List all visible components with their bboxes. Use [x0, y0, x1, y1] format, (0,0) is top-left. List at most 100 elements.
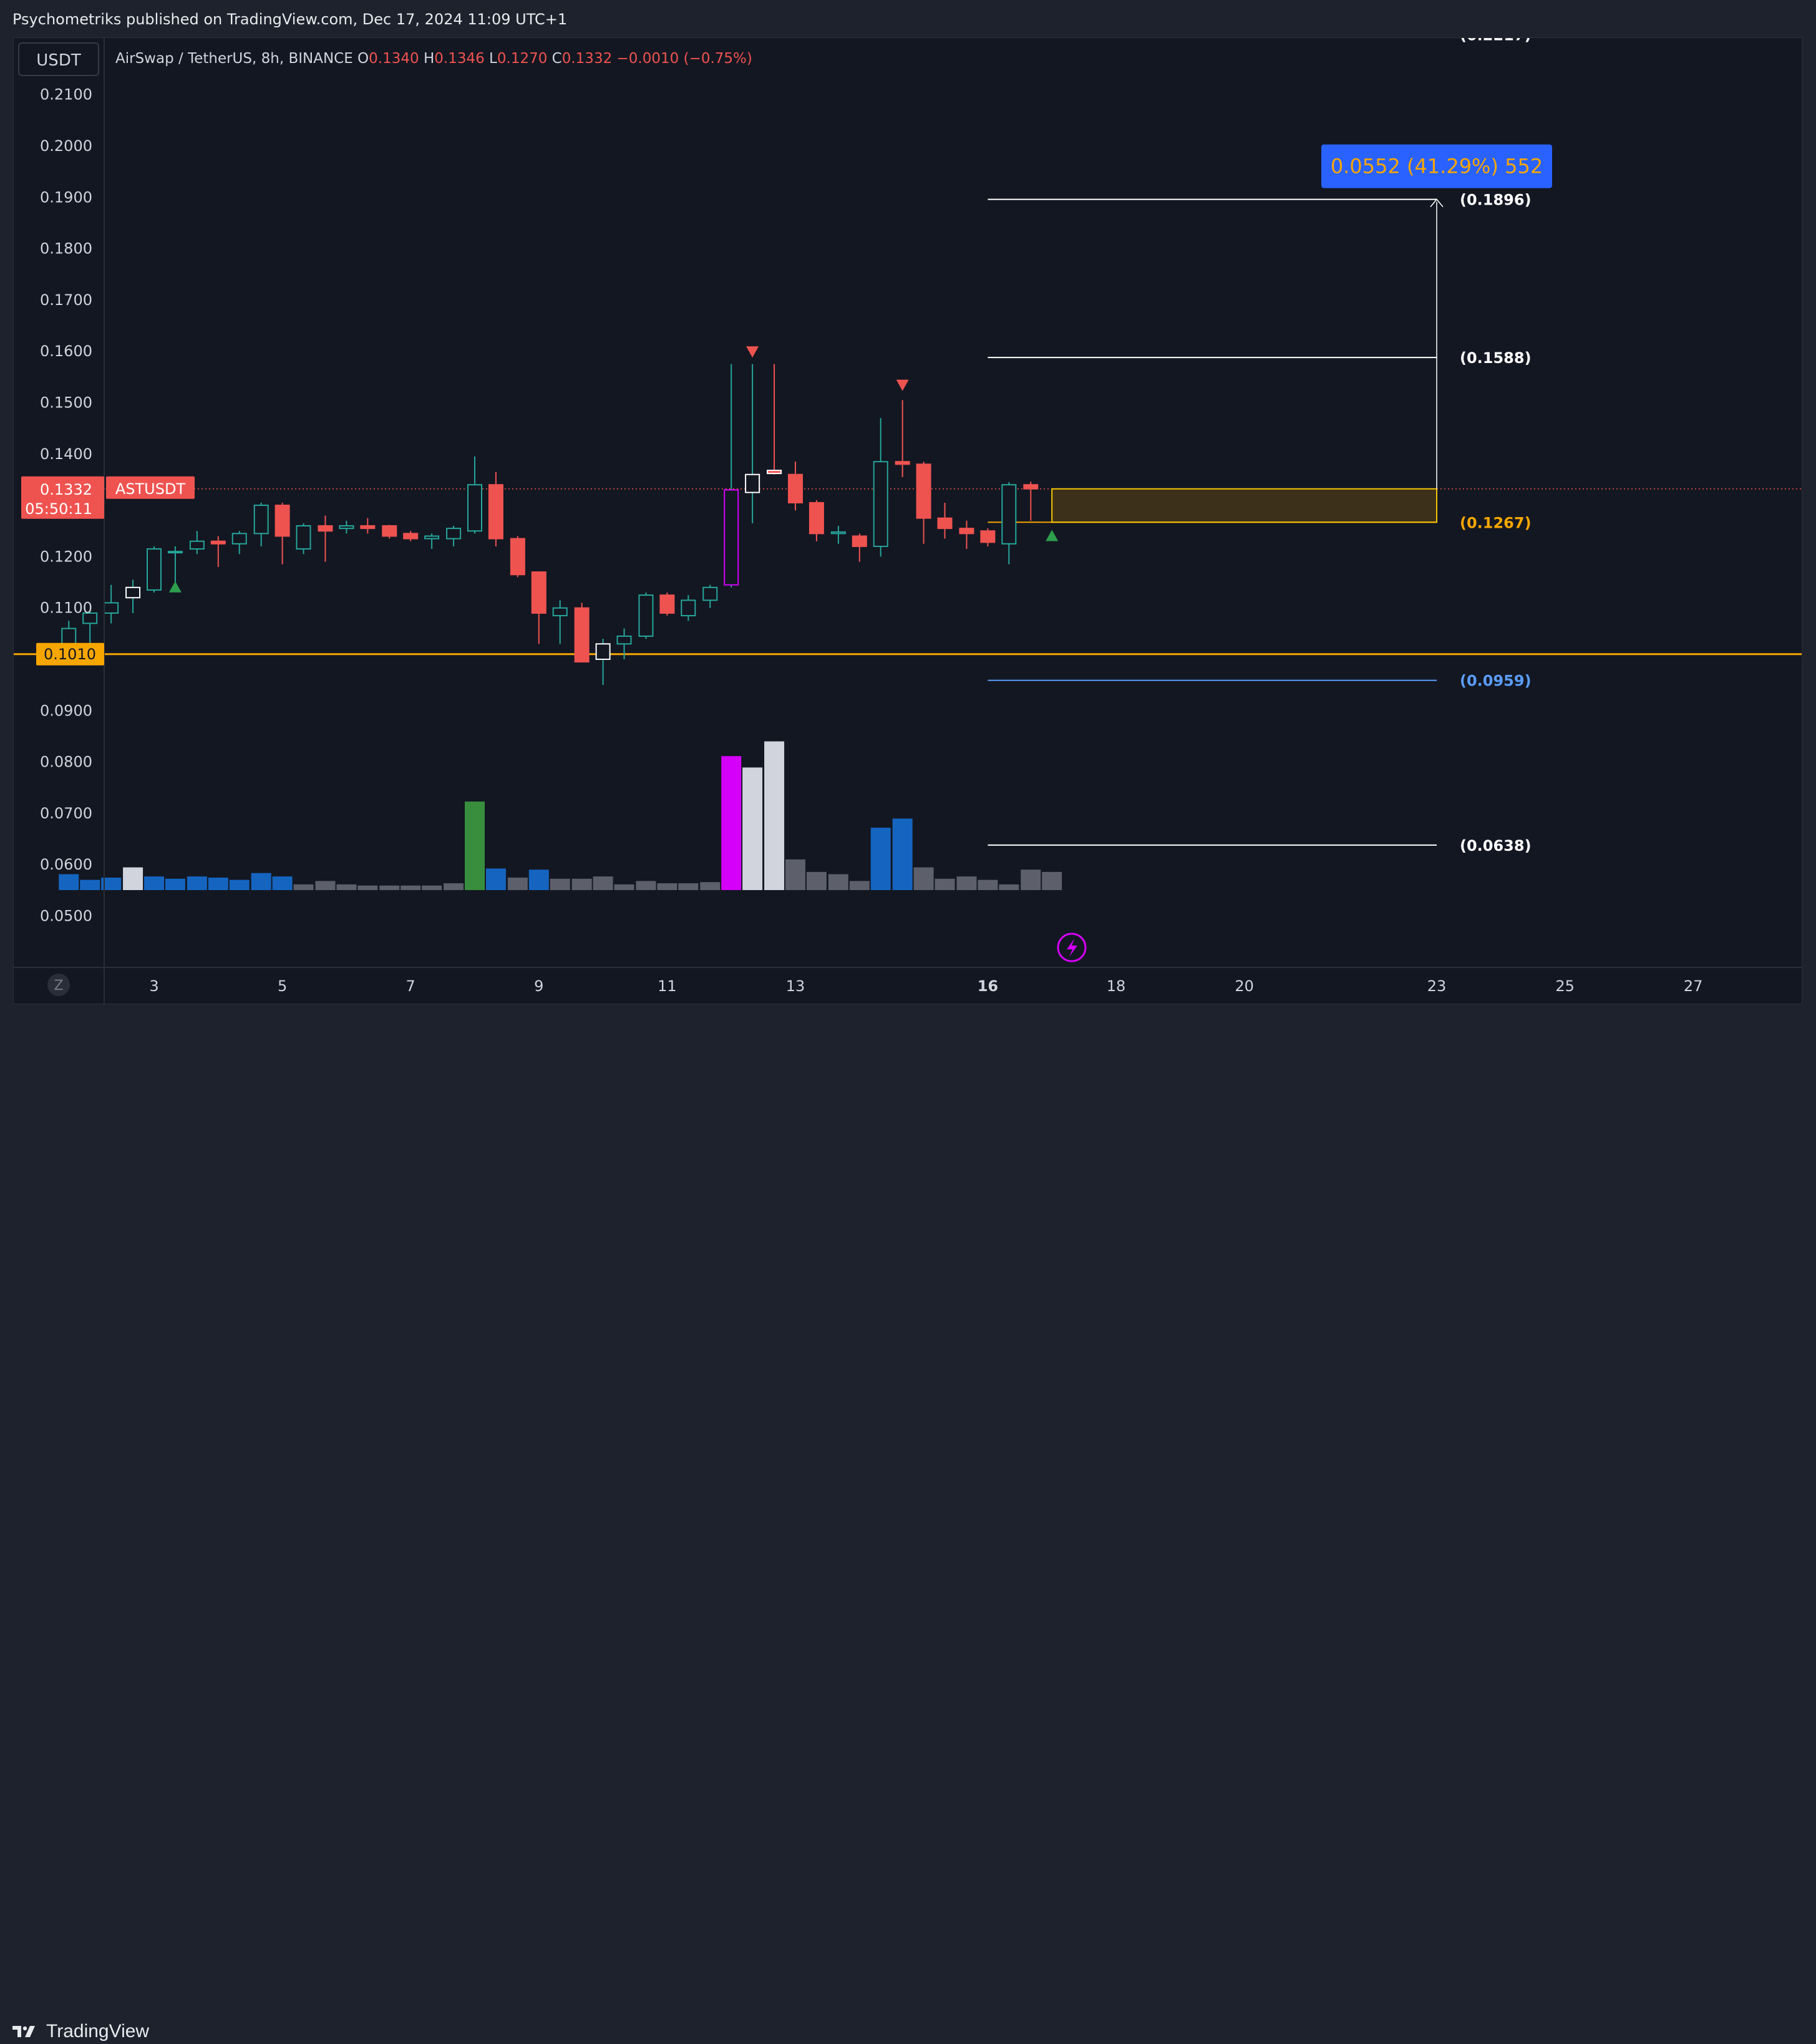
currency-button-label: USDT: [36, 51, 81, 70]
volume-bar: [571, 878, 592, 890]
candle-body[interactable]: [895, 461, 910, 465]
buy-signal-marker: [168, 581, 182, 593]
candle-body[interactable]: [724, 489, 739, 586]
candle-body[interactable]: [937, 517, 953, 530]
candle-body[interactable]: [767, 470, 782, 475]
candle-body[interactable]: [104, 602, 119, 614]
candle-body[interactable]: [510, 538, 525, 576]
ohlc-value: 0.1332: [562, 51, 617, 67]
candle-body[interactable]: [296, 525, 311, 550]
y-tick-label: 0.0500: [40, 908, 92, 925]
candle-body[interactable]: [488, 484, 503, 540]
volume-bar: [678, 883, 699, 890]
candle-body[interactable]: [745, 473, 760, 493]
volume-bar: [806, 871, 827, 890]
volume-bar: [123, 867, 143, 890]
candle-body[interactable]: [531, 571, 546, 614]
auto-scale-button[interactable]: [47, 974, 70, 996]
volume-bar: [528, 869, 549, 890]
volume-bar: [764, 741, 785, 890]
tradingview-logo-icon: [12, 2026, 35, 2037]
candle-body[interactable]: [574, 607, 590, 663]
candle-body[interactable]: [595, 643, 611, 660]
y-tick-label: 0.1400: [40, 445, 92, 463]
candle-body[interactable]: [808, 501, 824, 535]
candle-body[interactable]: [552, 607, 568, 617]
volume-bar: [657, 883, 677, 890]
target-level-label: (0.1267): [1460, 514, 1532, 531]
candle-body[interactable]: [125, 586, 141, 599]
candle-body[interactable]: [382, 525, 397, 537]
candle-body[interactable]: [852, 535, 867, 547]
x-tick-label: 27: [1684, 977, 1703, 995]
candle-body[interactable]: [788, 473, 803, 503]
volume-bar: [422, 885, 442, 890]
last-price-value: 0.1332: [40, 481, 92, 498]
volume-bar: [614, 884, 634, 890]
support-price-value: 0.1010: [44, 646, 96, 663]
candle-body[interactable]: [702, 586, 718, 601]
y-tick-label: 0.1700: [40, 291, 92, 309]
candle-body[interactable]: [638, 594, 654, 637]
ohlc-key: L: [489, 51, 497, 67]
candle-body[interactable]: [916, 463, 931, 519]
tradingview-logo[interactable]: TradingView: [12, 2019, 149, 2044]
chart-canvas[interactable]: (0.2217) (0.1896) (0.1588) (0.1267) (0.0959)…: [14, 38, 1802, 1004]
measure-label-box[interactable]: [1321, 144, 1552, 188]
candle-body[interactable]: [253, 505, 269, 535]
sell-signal-marker: [746, 346, 759, 358]
candle-body[interactable]: [1001, 484, 1017, 545]
candle-body[interactable]: [873, 461, 888, 547]
volume-bar: [444, 883, 464, 890]
ohlc-value: 0.1270: [497, 51, 552, 67]
candle-body[interactable]: [274, 505, 290, 537]
ohlc-value: 0.1346: [434, 51, 489, 67]
lightning-icon[interactable]: [1057, 932, 1087, 962]
currency-button[interactable]: [18, 42, 99, 76]
candle-body[interactable]: [360, 525, 376, 530]
measure-arrowhead: [1430, 198, 1444, 208]
volume-bar: [550, 878, 570, 890]
candle-body[interactable]: [424, 535, 440, 540]
candle-body[interactable]: [467, 484, 482, 532]
candle-body[interactable]: [318, 525, 333, 532]
entry-zone[interactable]: [1051, 488, 1437, 523]
candle-body[interactable]: [446, 528, 462, 540]
candle-body[interactable]: [82, 612, 98, 624]
last-price-tag: [21, 476, 104, 519]
candle-body[interactable]: [210, 540, 226, 545]
bar-countdown: 05:50:11: [25, 500, 92, 518]
candle-body[interactable]: [61, 627, 77, 645]
candle-body[interactable]: [681, 599, 696, 617]
candle-body[interactable]: [231, 533, 247, 545]
target-level-label: (0.0638): [1460, 837, 1532, 855]
candle-body[interactable]: [659, 594, 675, 614]
x-tick-label: 18: [1107, 977, 1126, 995]
candle-body[interactable]: [616, 635, 632, 645]
ohlc-key: C: [552, 51, 562, 67]
volume-bar: [101, 877, 122, 890]
candle-body[interactable]: [189, 540, 205, 550]
volume-bar: [272, 876, 293, 890]
candle-body[interactable]: [1023, 484, 1039, 490]
volume-bar: [187, 876, 207, 890]
candle-body[interactable]: [403, 533, 419, 540]
volume-bar: [336, 884, 357, 890]
volume-bar: [999, 884, 1019, 890]
x-tick-label: 9: [534, 977, 543, 995]
candle-body[interactable]: [830, 531, 846, 535]
price-change: −0.0010 (−0.75%): [617, 51, 752, 67]
chart-container[interactable]: (0.2217) (0.1896) (0.1588) (0.1267) (0.0959)…: [13, 37, 1802, 1004]
candle-body[interactable]: [959, 528, 974, 535]
candle-body[interactable]: [147, 548, 162, 591]
y-tick-label: 0.1100: [40, 599, 92, 617]
candle-body[interactable]: [980, 530, 996, 543]
ohlc-key: O: [357, 51, 369, 67]
candle-body[interactable]: [339, 525, 354, 530]
x-tick-label: 3: [149, 977, 158, 995]
volume-bar: [465, 802, 485, 890]
candle-body[interactable]: [167, 551, 183, 554]
y-tick-label: 0.0900: [40, 702, 92, 719]
volume-bar: [892, 818, 913, 890]
support-price-tag: [36, 642, 104, 666]
